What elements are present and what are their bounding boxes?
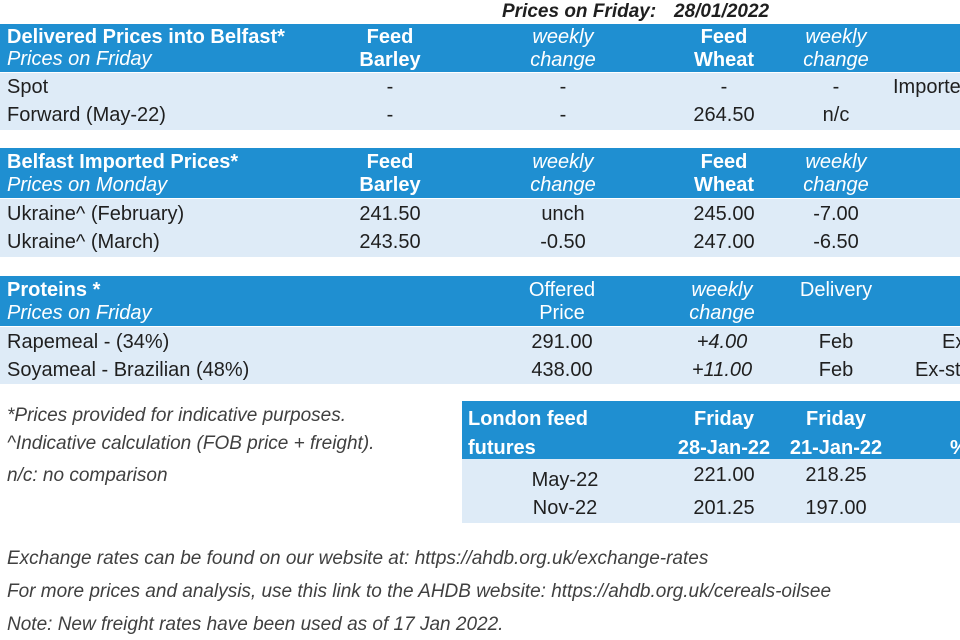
row-wheat: - <box>720 76 728 98</box>
footer-more-prices: For more prices and analysis, use this l… <box>7 581 832 602</box>
imported-col-barley: Feed Barley <box>359 151 421 196</box>
row-barley: - <box>386 76 394 98</box>
row-barley: 241.50 <box>359 203 421 225</box>
delivered-col-barley: Feed Barley <box>359 26 421 71</box>
delivered-col-barley-change: weekly change <box>530 26 596 71</box>
delivered-title: Delivered Prices into Belfast* <box>7 26 285 48</box>
row-wheat-change: - <box>832 76 840 98</box>
row-wheat-change: -6.50 <box>813 231 859 253</box>
row-contract: May-22 <box>531 469 599 491</box>
proteins-subtitle: Prices on Friday <box>7 302 152 324</box>
futures-body <box>462 459 960 523</box>
futures-col-friday-2: Friday 21-Jan-22 <box>789 408 883 459</box>
prices-date-label: Prices on Friday: <box>502 1 657 22</box>
prices-date-value: 28/01/2022 <box>674 1 770 22</box>
footer-exchange-rates: Exchange rates can be found on our websi… <box>7 548 709 569</box>
futures-col-friday-1: Friday 28-Jan-22 <box>677 408 771 459</box>
row-extra: Importe <box>893 76 960 98</box>
row-change: +11.00 <box>691 359 753 381</box>
row-label: Spot <box>7 76 49 98</box>
imported-title: Belfast Imported Prices* <box>7 151 239 173</box>
futures-title: London feed futures <box>468 408 588 459</box>
row-delivery: Feb <box>818 359 854 381</box>
row-friday-2: 218.25 <box>805 464 867 486</box>
imported-col-barley-change: weekly change <box>530 151 596 196</box>
delivered-col-wheat-change: weekly change <box>803 26 869 71</box>
row-barley-change: - <box>559 76 567 98</box>
row-contract: Nov-22 <box>532 497 598 519</box>
row-wheat-change: -7.00 <box>813 203 859 225</box>
row-barley-change: - <box>559 104 567 126</box>
delivered-col-wheat: Feed Wheat <box>694 26 754 71</box>
row-label: Ukraine^ (February) <box>7 203 185 225</box>
note-calculation: ^Indicative calculation (FOB price + fre… <box>7 433 375 454</box>
row-extra: Ex-st <box>915 359 960 381</box>
imported-col-wheat-change: weekly change <box>803 151 869 196</box>
footer-freight-note: Note: New freight rates have been used a… <box>7 614 504 635</box>
row-wheat: 245.00 <box>693 203 755 225</box>
proteins-title: Proteins * <box>7 279 101 301</box>
row-friday-1: 221.00 <box>693 464 755 486</box>
imported-subtitle: Prices on Monday <box>7 174 168 196</box>
row-wheat: 264.50 <box>693 104 755 126</box>
delivered-header <box>0 24 960 72</box>
row-label: Ukraine^ (March) <box>7 231 160 253</box>
row-wheat: 247.00 <box>693 231 755 253</box>
row-barley: 243.50 <box>359 231 421 253</box>
row-barley-change: -0.50 <box>540 231 586 253</box>
note-no-comparison: n/c: no comparison <box>7 465 168 486</box>
row-friday-1: 201.25 <box>693 497 755 519</box>
imported-header <box>0 148 960 198</box>
row-price: 291.00 <box>531 331 593 353</box>
row-barley-change: unch <box>541 203 585 225</box>
row-delivery: Feb <box>818 331 854 353</box>
row-label: Soyameal - Brazilian (48%) <box>7 359 250 381</box>
row-extra: Ex <box>942 331 960 353</box>
note-indicative: *Prices provided for indicative purposes… <box>7 405 347 426</box>
row-wheat-change: n/c <box>822 104 850 126</box>
delivered-body <box>0 73 960 130</box>
row-friday-2: 197.00 <box>805 497 867 519</box>
imported-col-wheat: Feed Wheat <box>694 151 754 196</box>
delivered-subtitle: Prices on Friday <box>7 48 152 70</box>
row-barley: - <box>386 104 394 126</box>
proteins-header <box>0 276 960 326</box>
row-price: 438.00 <box>531 359 593 381</box>
row-label: Forward (May-22) <box>7 104 166 126</box>
proteins-col-delivery: Delivery <box>799 279 873 301</box>
row-change: +4.00 <box>696 331 748 353</box>
proteins-col-change: weekly change <box>689 279 755 324</box>
futures-col-percent: % <box>950 434 960 463</box>
imported-body <box>0 199 960 257</box>
row-label: Rapemeal - (34%) <box>7 331 170 353</box>
futures-header <box>462 401 960 459</box>
proteins-col-price: Offered Price <box>528 279 596 324</box>
proteins-body <box>0 327 960 384</box>
